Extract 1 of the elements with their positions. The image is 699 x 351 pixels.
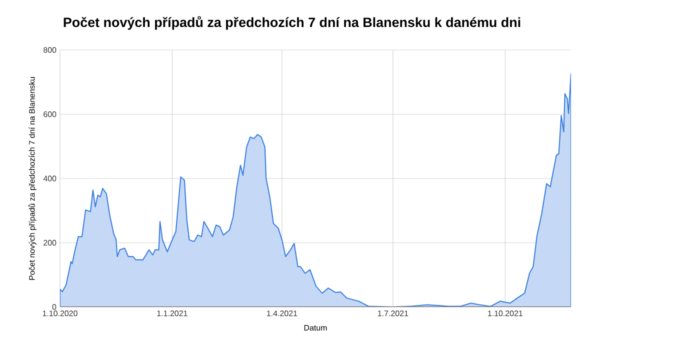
chart-title: Počet nových případů za předchozích 7 dní na Blanensku k danému dni (64, 16, 520, 30)
